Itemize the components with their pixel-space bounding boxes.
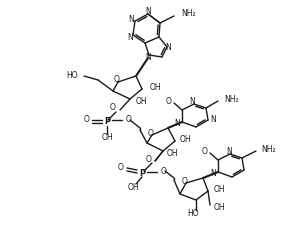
Text: NH₂: NH₂ [181, 10, 196, 18]
Text: O: O [202, 147, 208, 155]
Text: N: N [210, 169, 216, 178]
Text: OH: OH [101, 133, 113, 141]
Text: N: N [128, 14, 134, 24]
Text: O: O [146, 154, 152, 164]
Text: N: N [145, 54, 151, 62]
Text: O: O [118, 162, 124, 171]
Text: N: N [145, 7, 151, 17]
Text: OH: OH [180, 134, 192, 144]
Text: O: O [148, 129, 154, 137]
Text: N: N [127, 32, 133, 41]
Text: N: N [174, 120, 180, 129]
Text: OH: OH [136, 97, 148, 106]
Text: O: O [126, 114, 132, 123]
Text: O: O [161, 167, 167, 175]
Text: OH: OH [127, 182, 139, 192]
Text: NH₂: NH₂ [224, 95, 239, 103]
Text: HO: HO [187, 209, 199, 217]
Text: O: O [166, 96, 172, 106]
Text: P: P [104, 117, 110, 127]
Text: N: N [226, 147, 232, 157]
Text: HO: HO [66, 72, 78, 80]
Text: O: O [110, 103, 116, 113]
Text: O: O [182, 177, 188, 185]
Text: N: N [165, 44, 171, 52]
Text: P: P [139, 168, 145, 178]
Text: NH₂: NH₂ [261, 144, 276, 154]
Text: OH: OH [214, 185, 226, 193]
Text: N: N [210, 116, 216, 124]
Text: O: O [114, 75, 120, 85]
Text: O: O [83, 114, 89, 123]
Text: OH: OH [150, 82, 162, 92]
Text: N: N [189, 97, 195, 106]
Text: OH: OH [167, 150, 178, 158]
Text: OH: OH [214, 203, 226, 212]
